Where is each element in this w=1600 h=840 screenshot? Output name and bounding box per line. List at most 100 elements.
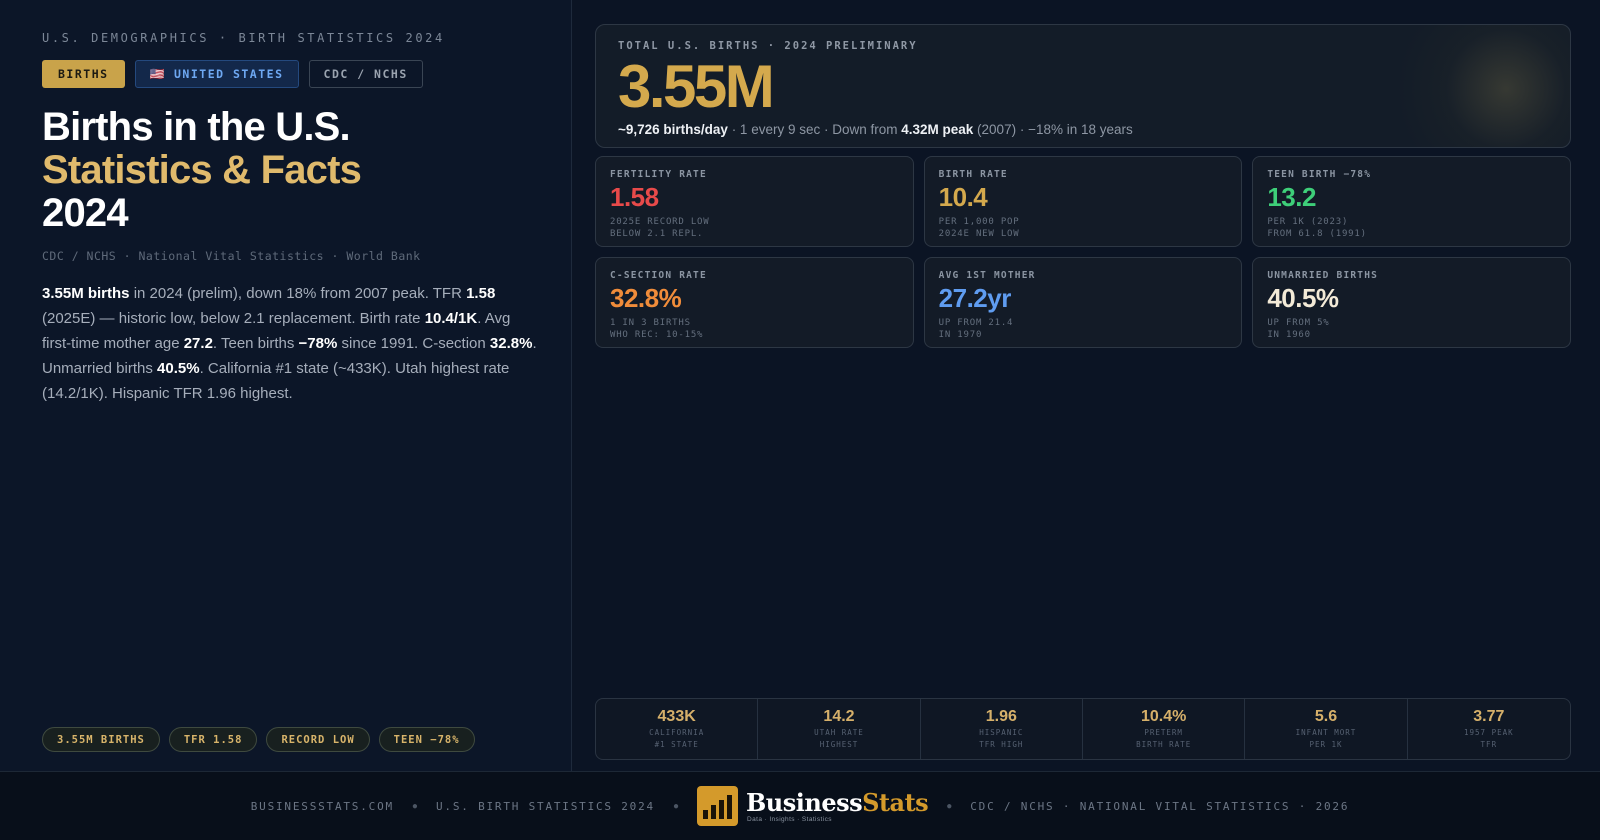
summary-text: . California #1 state (~433K). Utah high… [42, 360, 510, 402]
card-value: 27.2yr [938, 283, 1012, 313]
stat-card: FERTILITY RATE 1.58 2025E RECORD LOW BELOW … [595, 156, 914, 247]
tag-country-label: UNITED STATES [174, 67, 284, 81]
tag-country[interactable]: 🇺🇸 UNITED STATES [134, 60, 299, 88]
strip-stat-label: UTAH RATE [814, 728, 864, 737]
footer-site[interactable]: BUSINESSSTATS.COM [250, 799, 394, 813]
summary-highlight: 40.5% [157, 360, 200, 377]
strip-stat-label: TFR [1480, 740, 1498, 749]
hero-card: TOTAL U.S. BIRTHS · 2024 PRELIMINARY 3.5… [595, 24, 1571, 148]
hero-daily: ~9,726 births/day [618, 122, 728, 137]
strip-stat-value: 5.6 [1314, 708, 1338, 725]
strip-stat: 5.6 INFANT MORT PER 1K [1245, 699, 1408, 759]
strip-stat-value: 1.96 [985, 708, 1017, 725]
title-line-1: Births in the U.S. [42, 105, 351, 149]
stat-chip[interactable]: TFR 1.58 [168, 727, 258, 752]
stat-chip[interactable]: TEEN −78% [378, 727, 475, 752]
chip-row: 3.55M BIRTHS TFR 1.58 RECORD LOW TEEN −78% [42, 727, 475, 752]
logo-tagline: Data · Insights · Statistics [747, 815, 832, 823]
stat-chip[interactable]: RECORD LOW [266, 727, 370, 752]
right-panel: TOTAL U.S. BIRTHS · 2024 PRELIMINARY 3.5… [573, 0, 1600, 771]
card-value: 40.5% [1267, 283, 1339, 313]
title-line-2: Statistics & Facts [42, 148, 362, 192]
summary-highlight: 32.8% [489, 335, 533, 352]
hero-label: TOTAL U.S. BIRTHS · 2024 PRELIMINARY [618, 40, 918, 52]
kicker: U.S. DEMOGRAPHICS · BIRTH STATISTICS 202… [42, 31, 445, 45]
card-value: 1.58 [610, 182, 659, 212]
summary-highlight: −78% [298, 335, 338, 352]
strip-stat-value: 14.2 [823, 708, 855, 725]
source-line: CDC / NCHS · National Vital Statistics ·… [42, 249, 421, 263]
hero-end: (2007) · −18% in 18 years [973, 122, 1133, 137]
strip-stat: 3.77 1957 PEAK TFR [1408, 699, 1570, 759]
summary-text: (2025E) — historic low, below 2.1 replac… [42, 310, 425, 327]
card-value: 10.4 [938, 182, 988, 212]
card-label: C-SECTION RATE [610, 270, 707, 281]
strip-stat-label: 1957 PEAK [1464, 728, 1514, 737]
strip-stat-value: 433K [657, 708, 696, 725]
page-title: Births in the U.S. Statistics & Facts 20… [42, 106, 529, 235]
card-label: BIRTH RATE [938, 169, 1008, 180]
strip-stat-label: HISPANIC [979, 728, 1024, 737]
summary-highlight: 3.55M births [42, 285, 130, 302]
brand-logo[interactable]: BusinessStats Data · Insights · Statisti… [697, 786, 929, 826]
summary-highlight: 10.4/1K [424, 310, 478, 327]
summary-highlight: 27.2 [183, 335, 213, 352]
strip-stat: 14.2 UTAH RATE HIGHEST [758, 699, 921, 759]
strip-stat: 1.96 HISPANIC TFR HIGH [921, 699, 1083, 759]
card-label: AVG 1ST MOTHER [938, 270, 1036, 281]
card-note: 2025E RECORD LOW BELOW 2.1 REPL. [610, 217, 710, 239]
footer-separator-dot: ● [672, 800, 680, 812]
strip-stat: 10.4% PRETERM BIRTH RATE [1083, 699, 1246, 759]
stat-card: UNMARRIED BIRTHS 40.5% UP FROM 5% IN 1960 [1252, 257, 1571, 348]
strip-stat-label: #1 STATE [654, 740, 699, 749]
logo-wordmark: BusinessStats [746, 787, 929, 817]
card-note: UP FROM 21.4 IN 1970 [938, 318, 1014, 340]
summary-highlight: 1.58 [466, 285, 496, 302]
hero-value: 3.55M [618, 53, 775, 120]
card-label: FERTILITY RATE [610, 169, 707, 180]
stat-card: TEEN BIRTH −78% 13.2 PER 1K (2023) FROM 61.… [1252, 156, 1571, 247]
strip-stat: 433K CALIFORNIA #1 STATE [596, 699, 759, 759]
strip-stat-label: TFR HIGH [979, 740, 1024, 749]
footer-title: U.S. BIRTH STATISTICS 2024 [435, 799, 655, 813]
summary-text: . Unmarried births [42, 335, 537, 377]
strip-stat-label: PRETERM [1144, 728, 1183, 737]
title-line-3: 2024 [42, 191, 129, 235]
hero-mid: · 1 every 9 sec · Down from [727, 122, 902, 137]
strip-stat-value: 3.77 [1473, 708, 1505, 725]
card-label: UNMARRIED BIRTHS [1267, 270, 1379, 281]
stat-card: AVG 1ST MOTHER 27.2yr UP FROM 21.4 IN 1970 [923, 257, 1243, 348]
card-note: 1 IN 3 BIRTHS WHO REC: 10-15% [610, 318, 704, 340]
strip-stat-label: BIRTH RATE [1136, 740, 1192, 749]
summary-text: . Teen births [212, 335, 299, 352]
us-flag-icon: 🇺🇸 [149, 67, 166, 81]
stat-card-grid: FERTILITY RATE 1.58 2025E RECORD LOW BELOW … [595, 156, 1571, 348]
footer-source: CDC / NCHS · NATIONAL VITAL STATISTICS ·… [970, 799, 1350, 813]
tag-source[interactable]: CDC / NCHS [308, 60, 423, 88]
stat-card: C-SECTION RATE 32.8% 1 IN 3 BIRTHS WHO REC:… [595, 257, 914, 348]
hero-peak: 4.32M peak [901, 122, 974, 137]
summary-text: in 2024 (prelim), down 18% from 2007 pea… [129, 285, 467, 302]
stat-strip: 433K CALIFORNIA #1 STATE 14.2 UTAH RATE HIGHE… [595, 698, 1571, 760]
stat-card: BIRTH RATE 10.4 PER 1,000 POP 2024E NEW LOW [923, 156, 1243, 247]
footer: BUSINESSSTATS.COM ● U.S. BIRTH STATISTIC… [0, 771, 1600, 840]
strip-stat-label: HIGHEST [819, 740, 859, 749]
strip-stat-label: CALIFORNIA [649, 728, 705, 737]
card-note: UP FROM 5% IN 1960 [1267, 318, 1330, 340]
tag-births[interactable]: BIRTHS [42, 60, 125, 88]
footer-separator-dot: ● [411, 800, 418, 812]
summary-paragraph: 3.55M births in 2024 (prelim), down 18% … [42, 281, 537, 406]
hero-subtext: ~9,726 births/day · 1 every 9 sec · Down… [618, 122, 1548, 137]
card-value: 32.8% [610, 283, 682, 313]
bar-chart-icon [697, 786, 739, 826]
strip-stat-label: INFANT MORT [1295, 728, 1357, 737]
tag-row: BIRTHS 🇺🇸 UNITED STATES CDC / NCHS [42, 60, 529, 88]
summary-text: since 1991. C-section [337, 335, 490, 352]
stat-chip[interactable]: 3.55M BIRTHS [42, 727, 160, 752]
strip-stat-value: 10.4% [1140, 708, 1187, 725]
card-note: PER 1K (2023) FROM 61.8 (1991) [1267, 217, 1367, 239]
left-panel: U.S. DEMOGRAPHICS · BIRTH STATISTICS 202… [0, 0, 572, 771]
footer-separator-dot: ● [946, 800, 953, 812]
strip-stat-label: PER 1K [1309, 740, 1343, 749]
card-note: PER 1,000 POP 2024E NEW LOW [938, 217, 1020, 239]
